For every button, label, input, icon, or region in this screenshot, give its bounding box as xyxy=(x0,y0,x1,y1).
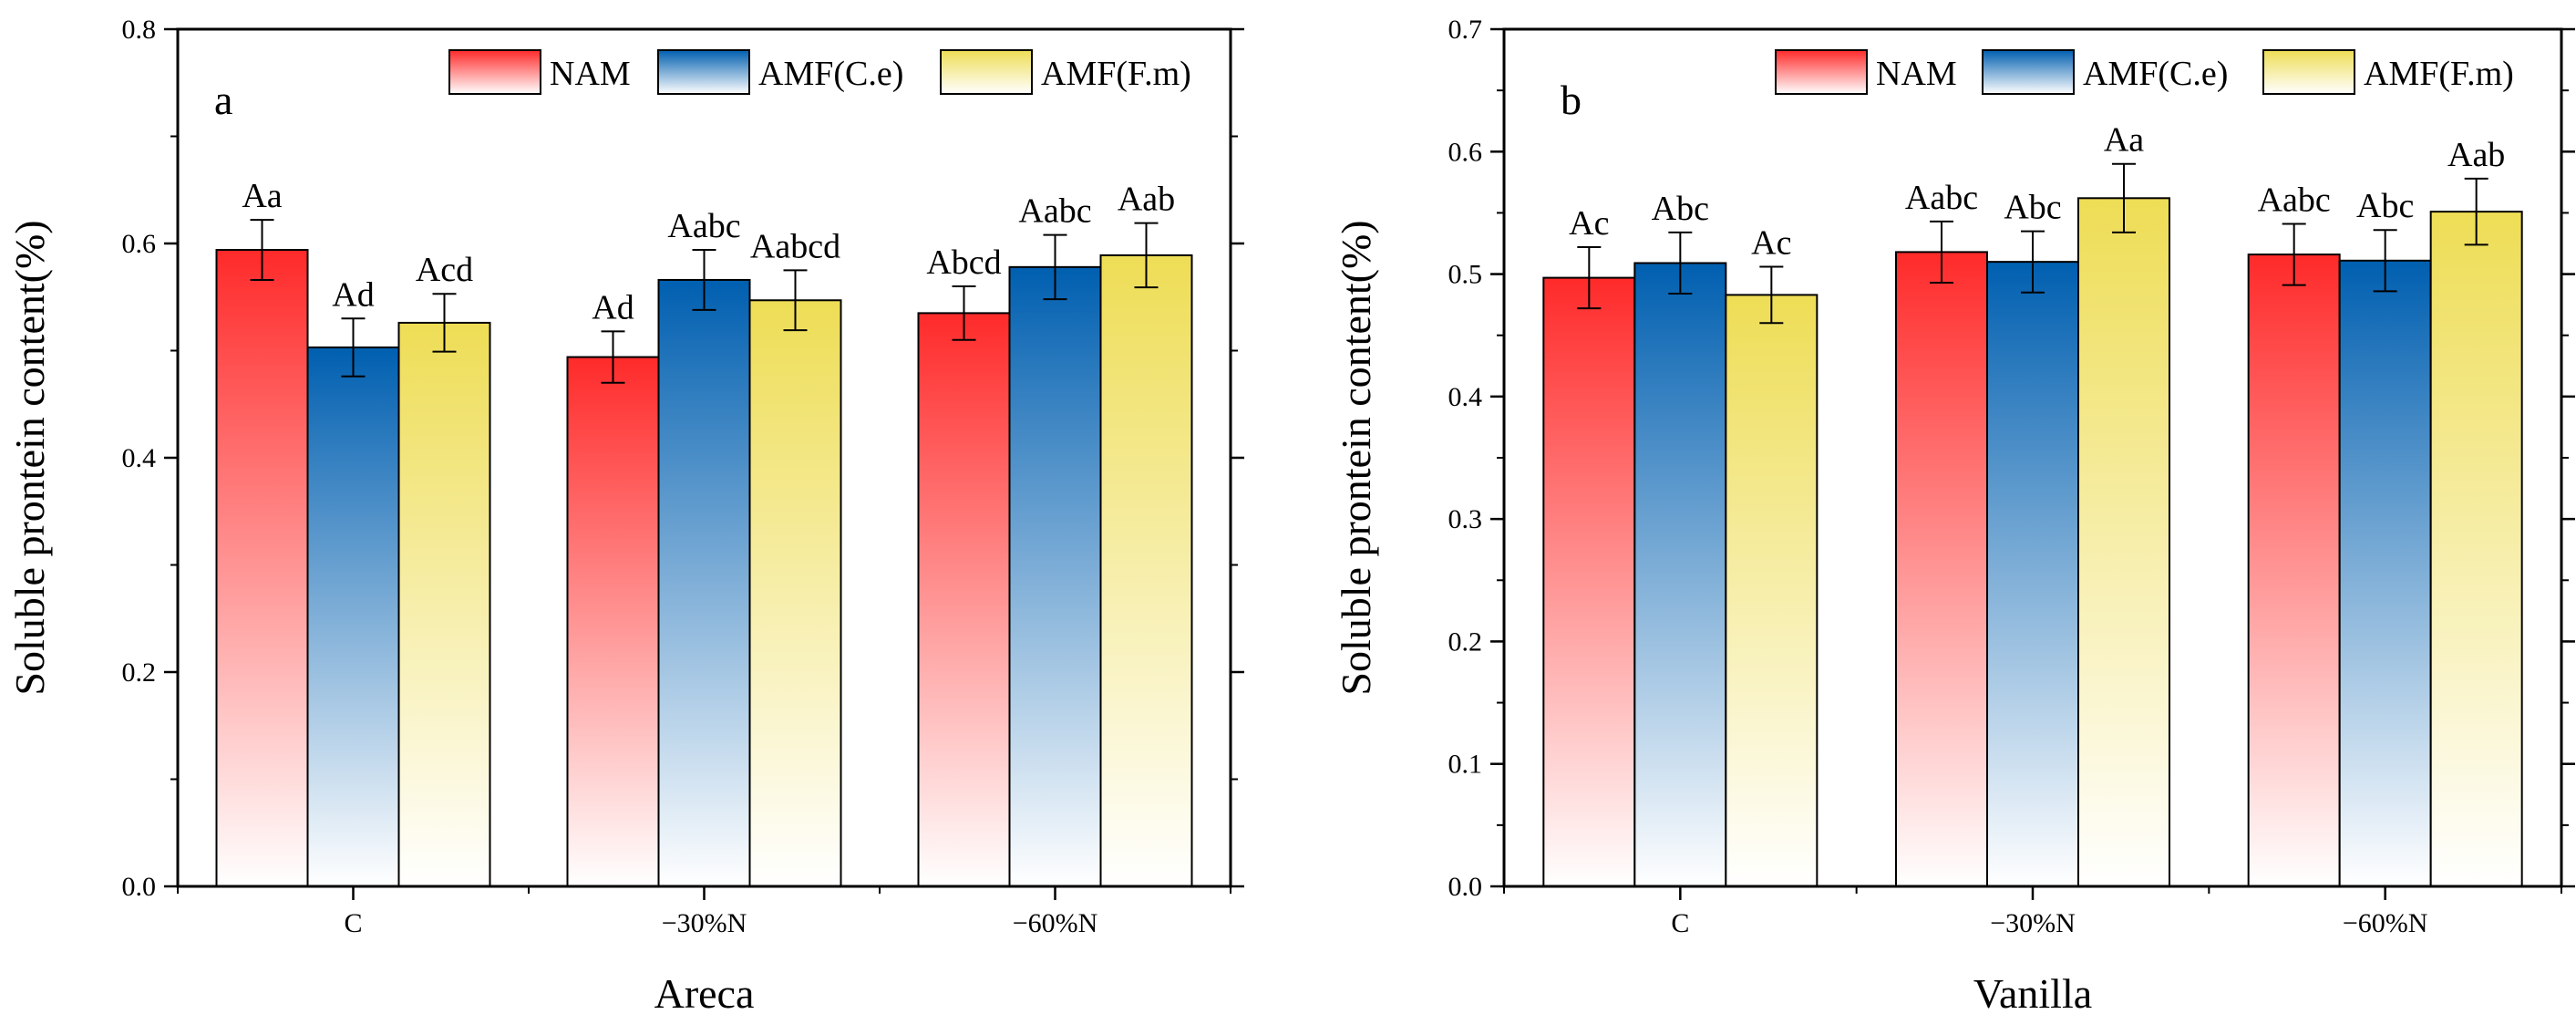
legend-swatch xyxy=(1982,49,2075,95)
legend-swatch xyxy=(1775,49,1868,95)
bar xyxy=(2338,259,2432,887)
significance-label: Aabc xyxy=(2258,181,2331,220)
legend-label: AMF(F.m) xyxy=(2364,55,2514,93)
bar xyxy=(306,346,400,888)
bar xyxy=(917,312,1011,887)
y-tick-label: 0.7 xyxy=(1448,15,1483,45)
legend-label: NAM xyxy=(550,55,631,93)
y-tick-label: 0.6 xyxy=(122,229,157,259)
x-tick-label: −30%N xyxy=(1990,908,2076,938)
legend-swatch xyxy=(2262,49,2355,95)
bar xyxy=(1895,251,1988,887)
bar xyxy=(1099,254,1193,887)
significance-label: Ad xyxy=(332,275,374,314)
x-tick-label: −60%N xyxy=(2343,908,2428,938)
legend-label: AMF(C.e) xyxy=(758,55,903,93)
significance-label: Aab xyxy=(1118,181,1175,219)
significance-label: Aabc xyxy=(1018,192,1091,231)
plot-frame xyxy=(176,27,1232,888)
legend-label: NAM xyxy=(1876,55,1957,93)
x-tick-label: −60%N xyxy=(1013,908,1098,938)
plot-frame xyxy=(1502,27,2563,888)
chart-panel-b: 0.00.10.20.30.40.50.60.7C −30%N −60%NAcAab… xyxy=(1333,15,2575,1017)
y-tick-label: 0.4 xyxy=(1448,382,1483,412)
significance-label: Aa xyxy=(2104,121,2144,160)
bar xyxy=(1542,276,1636,888)
bar xyxy=(748,299,842,887)
x-axis-title: Vanilla xyxy=(1973,970,2092,1017)
y-axis-title: Soluble prontein content(%) xyxy=(1333,220,1379,695)
y-tick-label: 0.3 xyxy=(1448,504,1483,534)
chart-panel-a: 0.0 0.2 0.4 0.6 0.8 C −30%N −60%N Aa Ad Abcd Ad Aabc… xyxy=(6,15,1244,1017)
bar xyxy=(397,321,491,887)
significance-label: Abc xyxy=(2004,189,2061,227)
y-tick-label: 0.1 xyxy=(1448,750,1483,780)
bar xyxy=(1725,294,1819,887)
significance-label: Aa xyxy=(242,177,282,215)
bar xyxy=(2429,211,2523,888)
legend-label: AMF(F.m) xyxy=(1041,55,1191,93)
x-tick-label: −30%N xyxy=(662,908,747,938)
bar xyxy=(657,278,751,887)
y-tick-label: 0.2 xyxy=(122,657,157,688)
y-tick-label: 0.5 xyxy=(1448,260,1483,290)
significance-label: Aabc xyxy=(1905,179,1978,217)
y-tick-label: 0.0 xyxy=(122,872,157,902)
significance-label: Ac xyxy=(1751,224,1791,263)
significance-label: Abcd xyxy=(926,243,1001,282)
x-tick-label: C xyxy=(344,908,362,938)
bar xyxy=(566,356,660,887)
bar xyxy=(1008,265,1102,888)
panel-letter: a xyxy=(214,77,232,123)
bar xyxy=(2077,197,2170,888)
significance-label: Aabcd xyxy=(750,227,840,265)
y-tick-label: 0.8 xyxy=(122,15,157,45)
bar xyxy=(2247,254,2341,888)
legend-label: AMF(C.e) xyxy=(2083,55,2228,93)
significance-label: Ad xyxy=(592,288,634,326)
x-axis-title: Areca xyxy=(654,970,755,1017)
y-tick-label: 0.0 xyxy=(1448,872,1483,902)
bar xyxy=(1633,262,1727,887)
legend-swatch xyxy=(657,49,750,95)
significance-label: Aabc xyxy=(667,207,740,245)
significance-label: Abc xyxy=(1652,190,1709,228)
panel-letter: b xyxy=(1561,77,1582,123)
bar xyxy=(215,249,309,887)
legend-swatch xyxy=(940,49,1033,95)
y-tick-label: 0.4 xyxy=(122,443,157,473)
significance-label: Ac xyxy=(1569,204,1609,243)
y-tick-label: 0.2 xyxy=(1448,626,1483,657)
significance-label: Acd xyxy=(416,251,473,289)
significance-label: Aab xyxy=(2447,136,2505,174)
legend-swatch xyxy=(448,49,541,95)
y-tick-label: 0.6 xyxy=(1448,137,1483,167)
bar xyxy=(1986,261,2079,887)
x-tick-label: C xyxy=(1671,908,1689,938)
significance-label: Abc xyxy=(2356,187,2414,225)
y-axis-title: Soluble prontein content(%) xyxy=(6,220,53,695)
